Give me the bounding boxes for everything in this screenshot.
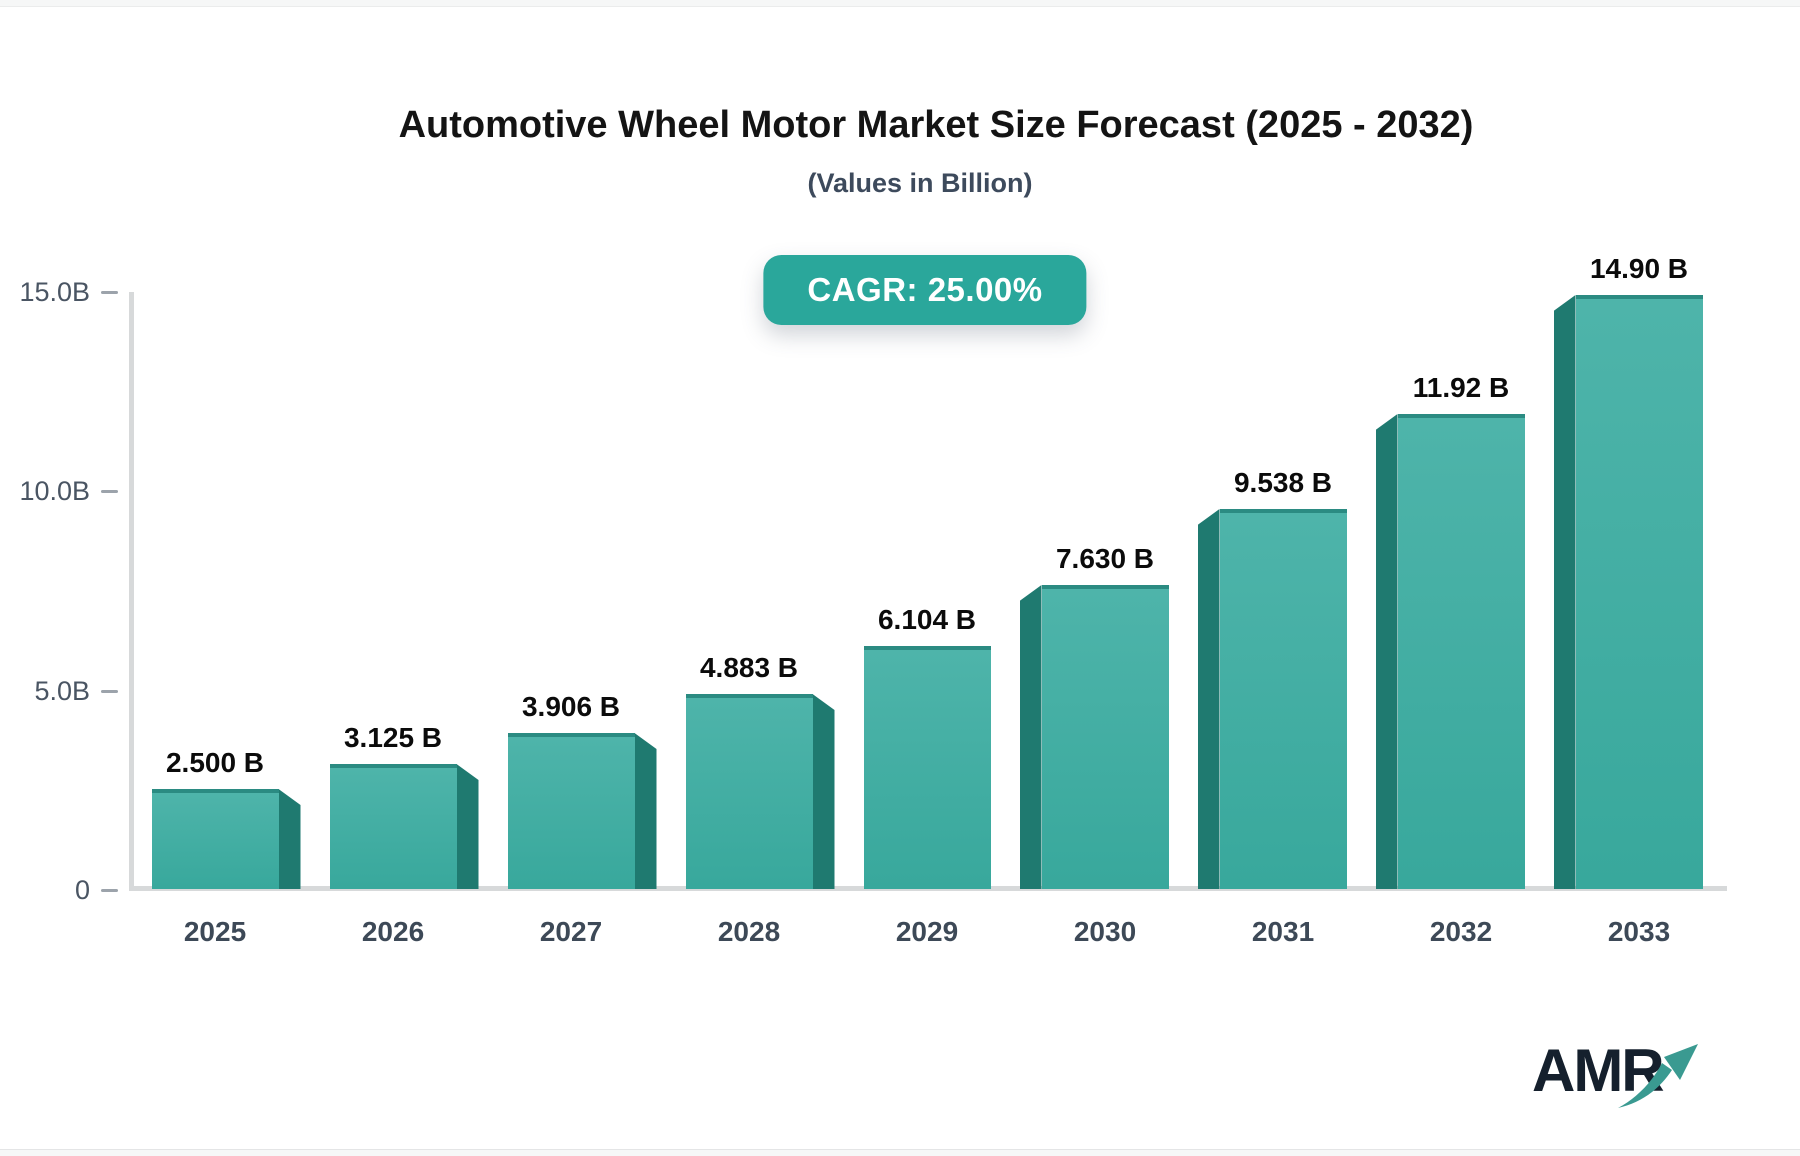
bar-value-label-2030: 7.630 B [1055,543,1155,574]
bar-2031-side-face [1197,509,1220,889]
x-axis-label-2027: 2027 [539,916,603,947]
y-axis-line [129,292,134,890]
chart-subtitle: (Values in Billion) [807,168,1033,198]
bar-2030-side-face [1019,585,1042,889]
y-tick-label: 15.0B [19,277,90,307]
bar-2027 [507,733,635,889]
x-axis-label-2030: 2030 [1073,916,1137,947]
bar-2027-side-face [634,733,657,889]
cagr-badge: CAGR: 25.00% [763,255,1087,325]
top-divider [0,0,1800,7]
y-tick-dash [101,689,118,693]
growth-arrow-icon [1618,1044,1698,1108]
x-axis-label-2025: 2025 [183,916,247,947]
bar-value-label-2027: 3.906 B [521,691,621,722]
bar-value-label-2031: 9.538 B [1233,467,1333,498]
cagr-badge-label: CAGR: 25.00% [807,271,1043,308]
bar-value-label-2033: 14.90 B [1589,253,1689,284]
bar-2032-side-face [1375,414,1398,889]
bar-2028-side-face [812,694,835,889]
x-axis-label-2032: 2032 [1429,916,1493,947]
x-axis-label-2026: 2026 [361,916,425,947]
bar-2025 [151,789,279,889]
bar-2028 [685,694,813,889]
x-axis-label-2033: 2033 [1607,916,1671,947]
bar-value-label-2032: 11.92 B [1412,372,1510,403]
chart-title: Automotive Wheel Motor Market Size Forec… [398,104,1474,146]
bar-value-label-2029: 6.104 B [877,604,977,635]
bar-2033-side-face [1553,295,1576,889]
y-tick-label: 10.0B [19,476,90,507]
bar-2031 [1219,509,1347,889]
bottom-divider [0,1149,1800,1156]
bar-2030 [1041,585,1169,889]
bar-2032 [1397,414,1525,889]
y-tick-dash [101,889,118,892]
bar-2029 [863,646,991,889]
amr-logo: AMR [1532,1036,1712,1116]
x-axis-label-2028: 2028 [717,916,781,947]
x-axis-label-2029: 2029 [895,916,959,947]
y-tick-label: 0 [74,875,90,905]
bar-value-label-2028: 4.883 B [699,652,799,683]
bar-2026 [329,764,457,889]
bar-value-label-2026: 3.125 B [343,722,443,753]
x-axis-label-2031: 2031 [1251,916,1315,947]
bar-2025-side-face [278,789,301,889]
y-tick-label: 5.0B [34,675,90,706]
bar-2026-side-face [456,764,479,889]
bar-2033 [1575,295,1703,889]
y-tick-dash [101,291,118,294]
y-tick-dash [101,490,118,494]
bar-value-label-2025: 2.500 B [165,747,265,778]
